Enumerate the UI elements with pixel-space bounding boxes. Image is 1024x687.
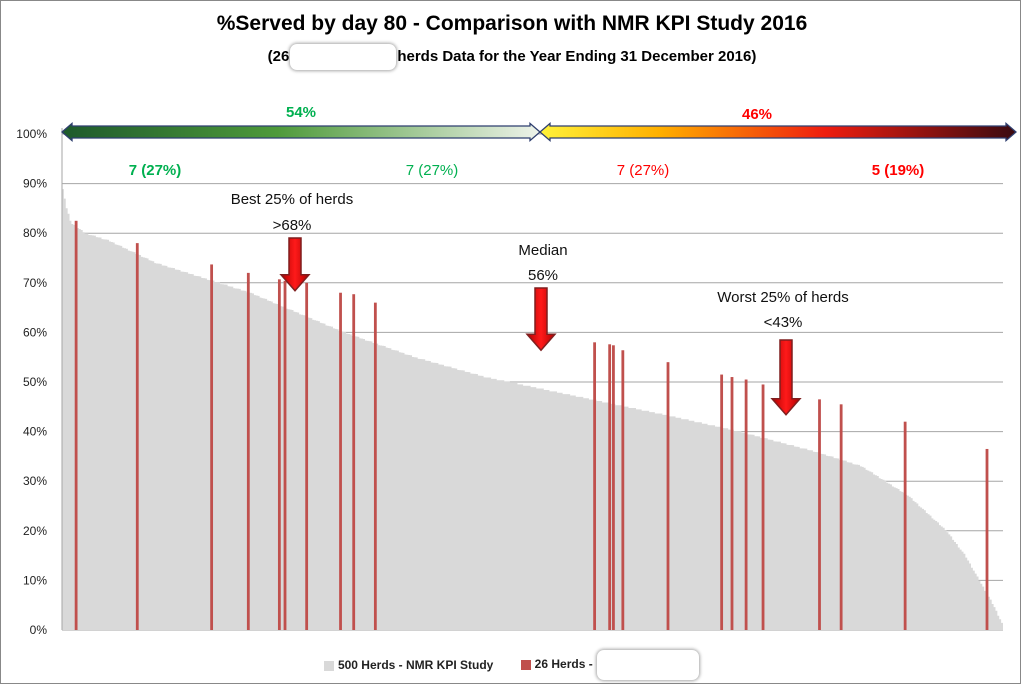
- herd-bar: [246, 272, 250, 630]
- legend-swatch-herds: [520, 660, 531, 670]
- herd-bar: [903, 421, 907, 630]
- legend-item-herds: 26 Herds -: [520, 650, 700, 680]
- legend-label-study: 500 Herds - NMR KPI Study: [337, 658, 494, 672]
- herd-bar: [593, 342, 597, 630]
- herd-bar: [74, 220, 78, 631]
- y-tick-label: 70%: [23, 276, 47, 290]
- chart-title: %Served by day 80 - Comparison with NMR …: [216, 12, 808, 35]
- annotation-text: Worst 25% of herds: [717, 289, 848, 306]
- down-arrow: [770, 339, 802, 416]
- quartile-count-label: 7 (27%): [406, 162, 459, 179]
- herd-bar: [373, 302, 377, 630]
- legend-item-study: 500 Herds - NMR KPI Study: [323, 658, 494, 672]
- legend-label-herds: 26 Herds -: [534, 657, 597, 672]
- y-tick-label: 100%: [16, 127, 47, 141]
- y-tick-label: 50%: [23, 375, 47, 389]
- y-tick-label: 60%: [23, 325, 47, 339]
- y-tick-label: 10%: [23, 573, 47, 587]
- subtitle-right: herds Data for the Year Ending 31 Decemb…: [397, 47, 757, 65]
- y-tick-label: 20%: [23, 524, 47, 538]
- annotation-value: <43%: [764, 314, 803, 331]
- herd-bar: [666, 362, 670, 630]
- quartile-band: 54% 46% 7 (27%) 7 (27%) 7 (27%) 5 (19%): [61, 104, 1017, 179]
- subtitle-left: (26: [267, 47, 290, 65]
- herd-bar: [339, 292, 342, 630]
- annotation-text: Median: [518, 242, 567, 259]
- herd-bar: [283, 280, 287, 630]
- band-label-right: 46%: [742, 106, 772, 123]
- redaction-box: [290, 44, 397, 70]
- herd-bars: [74, 220, 989, 631]
- herd-bar: [744, 379, 748, 630]
- annotation-value: 56%: [528, 267, 558, 284]
- y-tick-label: 40%: [23, 425, 47, 439]
- herd-bar: [612, 345, 615, 630]
- herd-bar: [818, 399, 821, 630]
- herd-bar: [985, 448, 989, 630]
- herd-bar: [621, 350, 625, 630]
- y-tick-label: 80%: [23, 226, 47, 240]
- band-arrow-left: [61, 122, 541, 142]
- y-tick-label: 0%: [30, 623, 48, 637]
- study-distribution: [62, 189, 1003, 630]
- down-arrow: [525, 287, 557, 352]
- herd-bar: [720, 374, 724, 630]
- quartile-count-label: 5 (19%): [872, 162, 925, 179]
- annotation-text: Best 25% of herds: [231, 191, 354, 208]
- quartile-count-label: 7 (27%): [129, 162, 182, 179]
- y-tick-label: 90%: [23, 177, 47, 191]
- annotations: Best 25% of herds >68% Median 56% Worst 25% …: [231, 191, 849, 416]
- chart-subtitle: (26 herds Data for the Year Ending 31 Dec…: [0, 44, 1024, 70]
- quartile-count-label: 7 (27%): [617, 162, 670, 179]
- herd-bar: [730, 377, 734, 630]
- herd-bar: [135, 243, 139, 630]
- redaction-box: [597, 650, 700, 680]
- herd-bar: [210, 264, 214, 630]
- chart-legend: 500 Herds - NMR KPI Study 26 Herds -: [0, 650, 1024, 680]
- herd-bar: [761, 384, 765, 630]
- study-area: [62, 189, 1003, 630]
- herd-bar: [839, 404, 843, 630]
- legend-swatch-study: [323, 660, 334, 671]
- band-arrow-right: [539, 122, 1017, 142]
- herd-bar: [608, 344, 612, 630]
- herd-bar: [352, 294, 356, 630]
- annotation-value: >68%: [273, 217, 312, 234]
- y-axis: 0% 10% 20% 30% 40% 50% 60% 70% 80% 90% 100%: [16, 127, 63, 637]
- down-arrow: [279, 237, 311, 292]
- band-label-left: 54%: [286, 104, 316, 121]
- herd-bar: [277, 279, 281, 630]
- y-tick-label: 30%: [23, 474, 47, 488]
- herd-bar: [305, 282, 309, 630]
